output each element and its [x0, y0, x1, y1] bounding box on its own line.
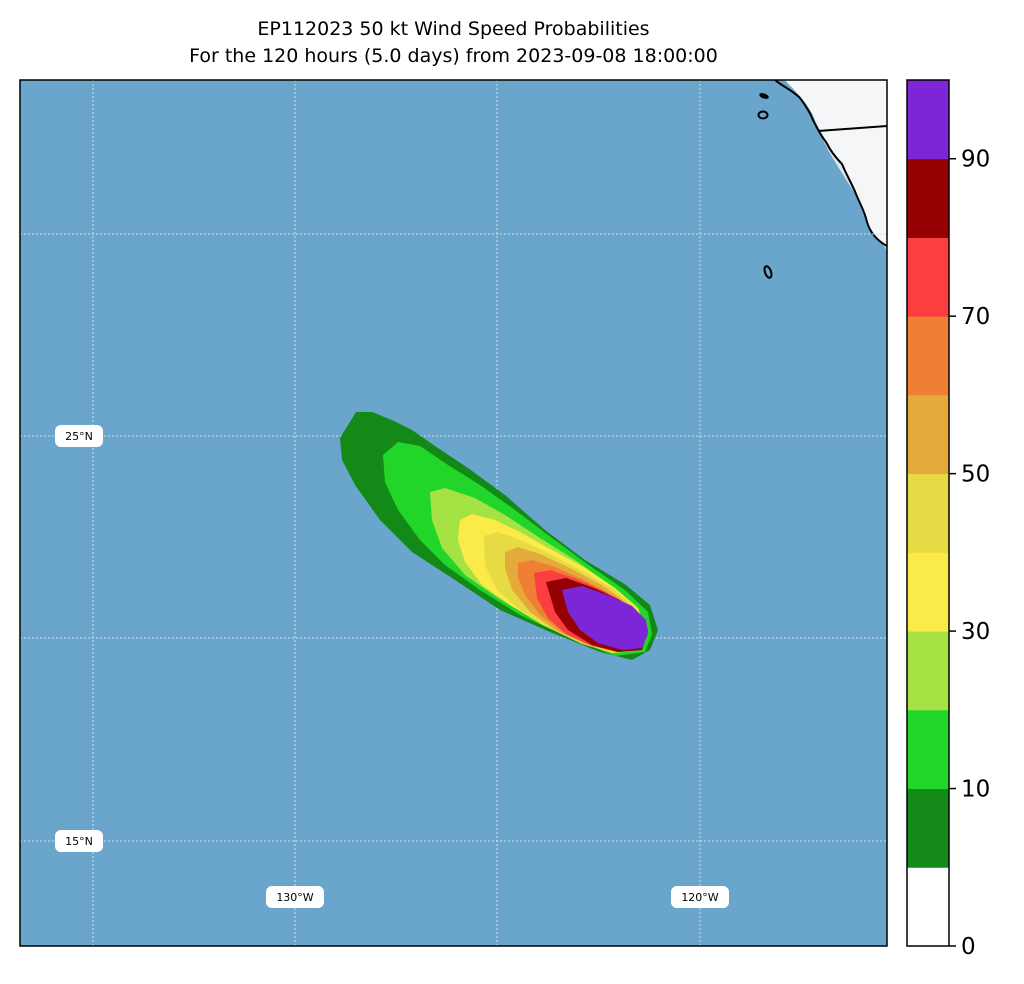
- colorbar-segment: [907, 709, 949, 790]
- colorbar-segment: [907, 867, 949, 947]
- island: [763, 265, 773, 279]
- colorbar-segment: [907, 473, 949, 553]
- colorbar-segment: [907, 788, 949, 868]
- border-line: [817, 125, 887, 132]
- swath-band-90: [562, 586, 648, 650]
- colorbar-segment: [907, 394, 949, 475]
- colorbar-segment: [907, 237, 949, 317]
- colorbar-tick-label: 0: [961, 934, 976, 960]
- lat-label-25n: 25°N: [65, 430, 93, 443]
- map-title: EP112023 50 kt Wind Speed Probabilities: [257, 18, 650, 40]
- colorbar-segment: [907, 552, 949, 632]
- lat-label-15n: 15°N: [65, 835, 93, 848]
- island: [757, 110, 769, 120]
- colorbar-segment: [907, 316, 949, 396]
- map-area: 25°N 15°N 130°W 120°W: [20, 80, 887, 946]
- colorbar-frame: [906, 79, 950, 947]
- gridlines: [20, 80, 887, 946]
- map-subtitle: For the 120 hours (5.0 days) from 2023-0…: [189, 45, 718, 67]
- colorbar-tick-label: 70: [961, 304, 990, 330]
- lon-label-130w: 130°W: [276, 891, 313, 904]
- colorbar-tick-label: 30: [961, 619, 990, 645]
- colorbar-tick-label: 10: [961, 777, 990, 803]
- colorbar-tick-label: 50: [961, 462, 990, 488]
- colorbar-segment: [907, 631, 949, 711]
- coastline: [774, 80, 887, 247]
- colorbar-tick-label: 90: [961, 147, 990, 173]
- lon-label-120w: 120°W: [681, 891, 718, 904]
- island: [759, 93, 769, 99]
- colorbar-segment: [907, 158, 949, 238]
- land: [757, 80, 887, 279]
- wind-probability-swath: [340, 412, 658, 660]
- colorbar: 0 10 30 50 70 90: [906, 79, 990, 960]
- graticule-labels: 25°N 15°N 130°W 120°W: [55, 425, 729, 908]
- colorbar-segment: [907, 80, 949, 160]
- map-frame: [19, 79, 888, 947]
